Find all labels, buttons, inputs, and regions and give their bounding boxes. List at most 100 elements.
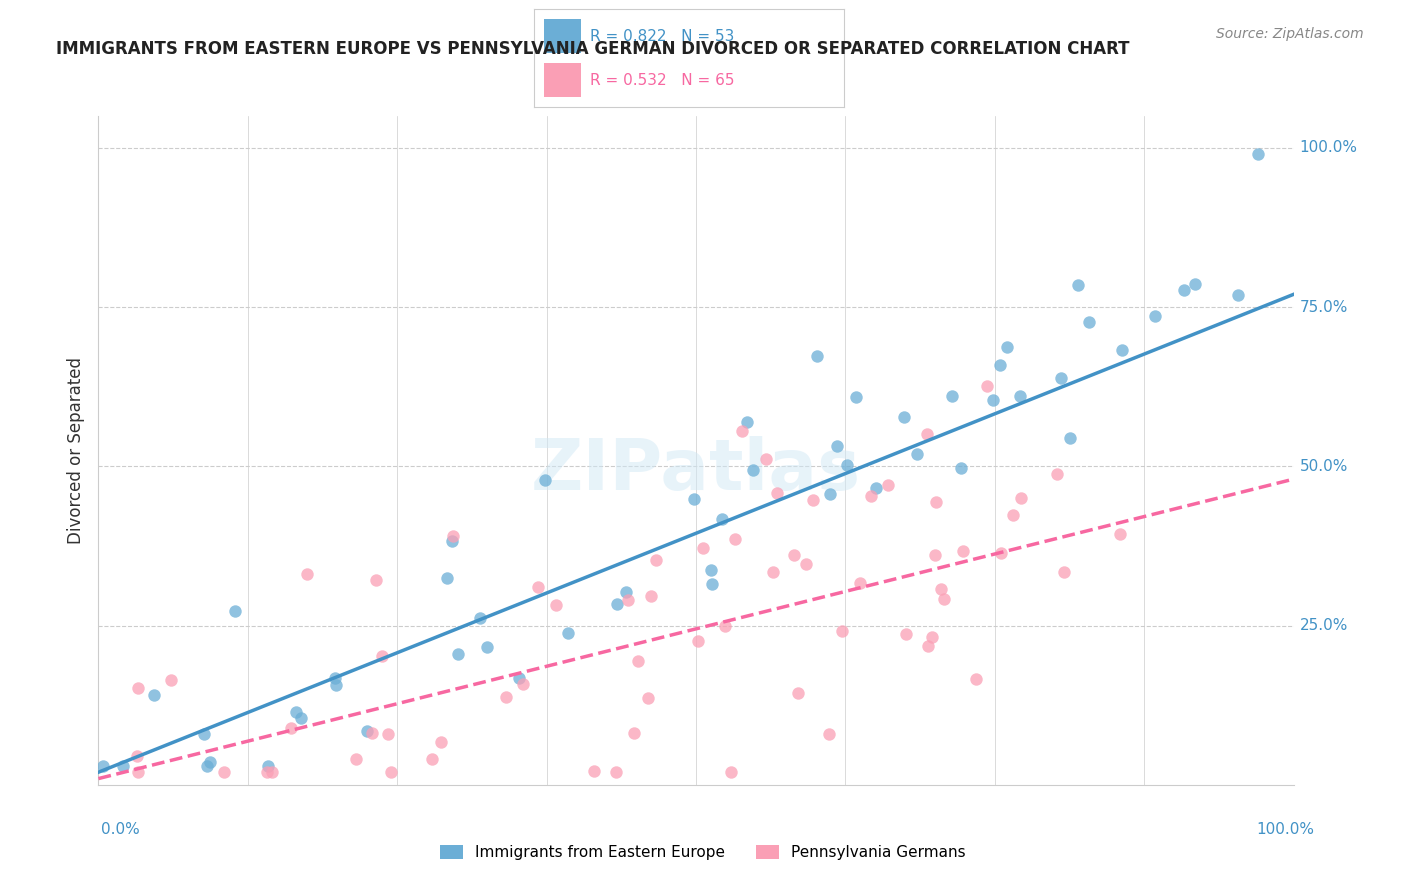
Point: [831, 624, 853, 638]
Point: [801, 493, 824, 508]
Point: [430, 735, 453, 749]
Point: [893, 409, 915, 424]
Point: [364, 573, 387, 587]
Point: [965, 672, 987, 686]
Point: [143, 689, 166, 703]
Point: [295, 567, 318, 582]
Bar: [544, 62, 581, 97]
Text: IMMIGRANTS FROM EASTERN EUROPE VS PENNSYLVANIA GERMAN DIVORCED OR SEPARATED CORR: IMMIGRANTS FROM EASTERN EUROPE VS PENNSY…: [56, 40, 1130, 58]
Point: [125, 749, 148, 764]
Point: [806, 349, 828, 363]
Bar: [544, 19, 581, 54]
Point: [1173, 283, 1195, 297]
Point: [1053, 565, 1076, 579]
Point: [616, 585, 638, 599]
Point: [198, 755, 221, 769]
Point: [1002, 508, 1025, 523]
Point: [981, 393, 1004, 408]
Point: [606, 597, 628, 611]
Point: [766, 485, 789, 500]
Point: [447, 647, 470, 661]
Point: [818, 727, 841, 741]
Point: [1066, 278, 1088, 293]
Point: [988, 359, 1011, 373]
Point: [952, 544, 974, 558]
Point: [1046, 467, 1069, 481]
Point: [976, 379, 998, 393]
Point: [713, 618, 735, 632]
Point: [436, 570, 458, 584]
Point: [1246, 147, 1268, 161]
Point: [256, 765, 278, 780]
Point: [835, 458, 858, 472]
Point: [683, 491, 706, 506]
Text: R = 0.532   N = 65: R = 0.532 N = 65: [591, 73, 734, 88]
Point: [112, 759, 135, 773]
Point: [325, 678, 347, 692]
Point: [280, 721, 302, 735]
Text: ZIPatlas: ZIPatlas: [531, 436, 860, 505]
Point: [925, 495, 948, 509]
Point: [617, 593, 640, 607]
Point: [380, 765, 402, 780]
Point: [1010, 389, 1032, 403]
Point: [700, 577, 723, 591]
Point: [762, 565, 785, 579]
Point: [441, 529, 464, 543]
Point: [257, 759, 280, 773]
Point: [160, 673, 183, 687]
Text: 75.0%: 75.0%: [1299, 300, 1348, 315]
Text: Source: ZipAtlas.com: Source: ZipAtlas.com: [1216, 27, 1364, 41]
Point: [361, 726, 384, 740]
Point: [1010, 491, 1032, 505]
Point: [710, 512, 733, 526]
Point: [533, 473, 555, 487]
Point: [626, 654, 648, 668]
Point: [422, 751, 444, 765]
Point: [1049, 371, 1071, 385]
Point: [477, 640, 499, 654]
Point: [924, 548, 946, 562]
Point: [356, 724, 378, 739]
Point: [686, 633, 709, 648]
Point: [127, 681, 149, 695]
Point: [605, 765, 627, 780]
Point: [1184, 277, 1206, 291]
Point: [735, 415, 758, 429]
Point: [731, 424, 754, 438]
Point: [91, 759, 114, 773]
Point: [949, 461, 972, 475]
Point: [640, 589, 662, 603]
Point: [845, 390, 868, 404]
Point: [441, 533, 464, 548]
Point: [262, 765, 284, 780]
Point: [224, 604, 246, 618]
Point: [1059, 431, 1081, 445]
Point: [860, 489, 883, 503]
Point: [699, 563, 721, 577]
Point: [127, 765, 149, 780]
Point: [941, 389, 963, 403]
Point: [825, 439, 848, 453]
Point: [741, 463, 763, 477]
Point: [557, 626, 579, 640]
Point: [512, 676, 534, 690]
Legend: Immigrants from Eastern Europe, Pennsylvania Germans: Immigrants from Eastern Europe, Pennsylv…: [434, 839, 972, 866]
Point: [583, 764, 606, 778]
Point: [724, 532, 747, 546]
Point: [623, 725, 645, 739]
Point: [896, 626, 918, 640]
Point: [1143, 309, 1166, 323]
Text: 0.0%: 0.0%: [101, 822, 141, 837]
Point: [284, 705, 307, 719]
Point: [755, 452, 778, 467]
Point: [783, 548, 806, 562]
Point: [508, 671, 530, 685]
Point: [995, 340, 1018, 354]
Point: [495, 690, 517, 704]
Point: [929, 582, 952, 596]
Point: [1077, 315, 1099, 329]
Point: [468, 611, 491, 625]
Point: [1109, 527, 1132, 541]
Point: [865, 481, 887, 495]
